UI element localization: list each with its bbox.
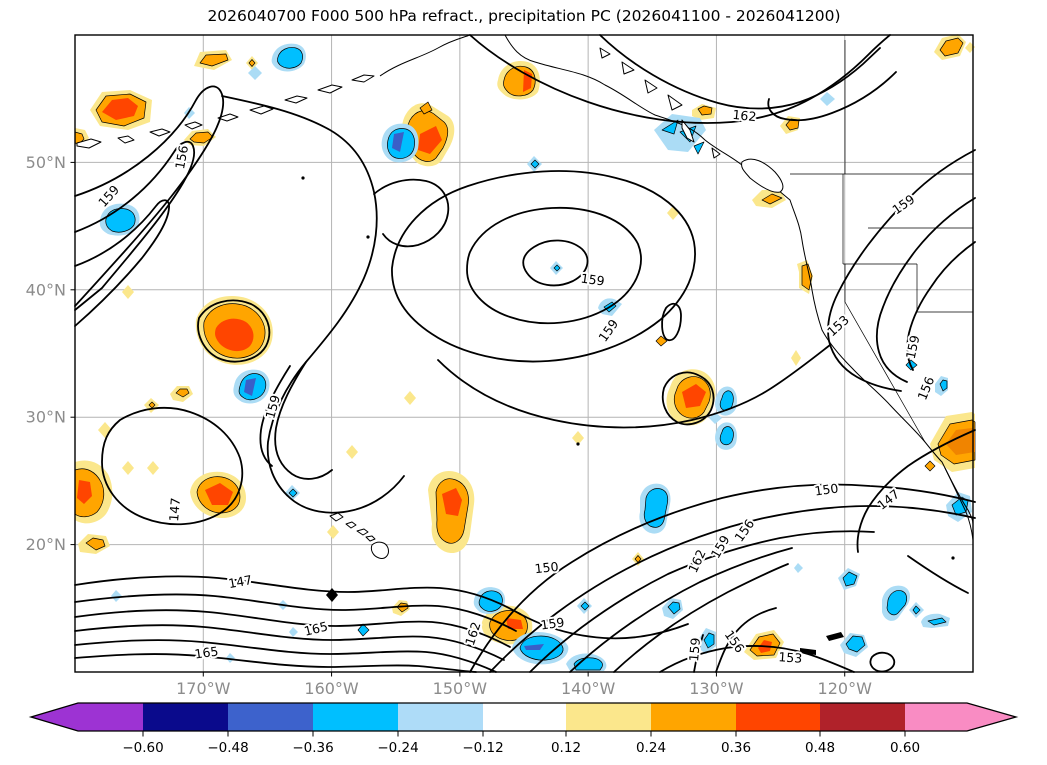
x-axis-tick-label: 120°W [818,679,873,698]
colorbar-cell [566,703,651,731]
contour-label: 156 [172,144,191,170]
contour-label: 159 [540,614,566,632]
colorbar-over-arrow [967,703,1016,731]
colorbar-tick-label: −0.36 [292,740,333,756]
colorbar-cell [398,703,483,731]
contour-label: 159 [686,637,703,662]
contour-label: 162 [462,620,484,647]
contour-label: 159 [903,334,923,361]
contour-specks [301,176,955,655]
colorbar-cell [736,703,820,731]
contour-labels: 1561591621591591591531591561471591471501… [93,105,939,668]
colorbar-cell [651,703,736,731]
contour-label: 159 [595,316,621,344]
colorbar-tick-label: −0.60 [122,740,163,756]
colorbar-tick-label: 0.24 [636,740,666,756]
axis-labels: 170°W 160°W 150°W 140°W 130°W 120°W 50°N 40°N 30… [26,153,872,698]
contour-label: 150 [814,480,840,498]
colorbar-cell [905,703,967,731]
contour-label: 159 [580,270,606,288]
colorbar-tick-label: −0.12 [462,740,503,756]
colorbar-cell [483,703,566,731]
x-axis-tick-label: 150°W [433,679,488,698]
colorbar-cell [313,703,398,731]
y-axis-tick-label: 20°N [26,535,66,554]
colorbar-tick-label: −0.24 [377,740,418,756]
contour-label: 162 [685,547,709,575]
colorbar-tick-label: 0.48 [805,740,835,756]
colorbar-cell [228,703,313,731]
contour-label: 147 [227,572,253,591]
coastlines-and-borders [76,34,974,559]
colorbar-cell [78,703,143,731]
contour-label: 147 [874,486,902,513]
contour-label: 156 [914,374,937,402]
contour-label: 153 [778,649,803,666]
contour-label: 165 [194,643,220,661]
colorbar-tick-label: −0.48 [207,740,248,756]
colorbar-tick-label: 0.36 [721,740,751,756]
x-axis-tick-label: 130°W [689,679,744,698]
contour-label: 159 [708,533,733,561]
colorbar: −0.60 −0.48 −0.36 −0.24 −0.12 0.12 0.24 0.36 0.4… [28,702,1019,756]
x-axis-tick-label: 170°W [176,679,231,698]
y-axis-tick-label: 40°N [26,280,66,299]
x-axis-tick-label: 160°W [304,679,359,698]
y-axis-tick-label: 50°N [26,153,66,172]
colorbar-cell [143,703,228,731]
contour-label: 162 [732,107,757,124]
contour-lines [74,34,976,673]
contour-label: 147 [166,497,183,522]
contour-label: 159 [262,393,283,420]
x-axis-tick-label: 140°W [561,679,616,698]
colorbar-under-arrow [31,703,78,731]
contour-label: 150 [534,559,559,576]
contour-label: 156 [722,627,748,655]
map-frame [74,34,974,673]
colorbar-cell [820,703,905,731]
colorbar-tick-label: 0.60 [890,740,920,756]
colorbar-tick-label: 0.12 [551,740,581,756]
chart-title: 2026040700 F000 500 hPa refract., precip… [207,7,840,25]
y-axis-tick-label: 30°N [26,408,66,427]
contour-label: 165 [303,618,330,638]
